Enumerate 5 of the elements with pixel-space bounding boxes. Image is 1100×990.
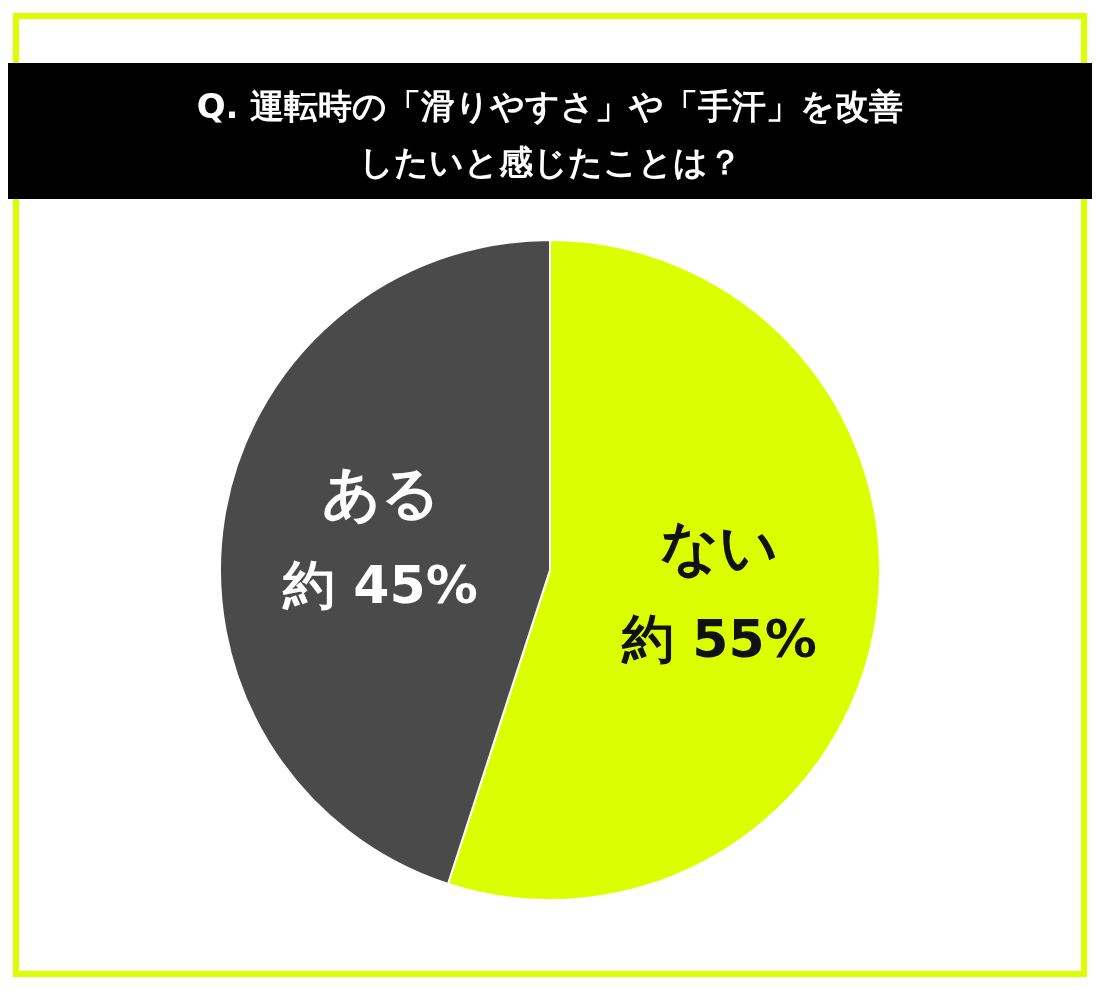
data-label: 約 45% <box>282 555 478 616</box>
data-label: 約 55% <box>621 608 817 669</box>
slice-label: ある <box>321 459 440 528</box>
slice-label: ない <box>660 512 779 581</box>
chart-title: Q. 運転時の「滑りやすさ」や「手汗」を改善したいと感じたことは？ <box>196 86 904 182</box>
